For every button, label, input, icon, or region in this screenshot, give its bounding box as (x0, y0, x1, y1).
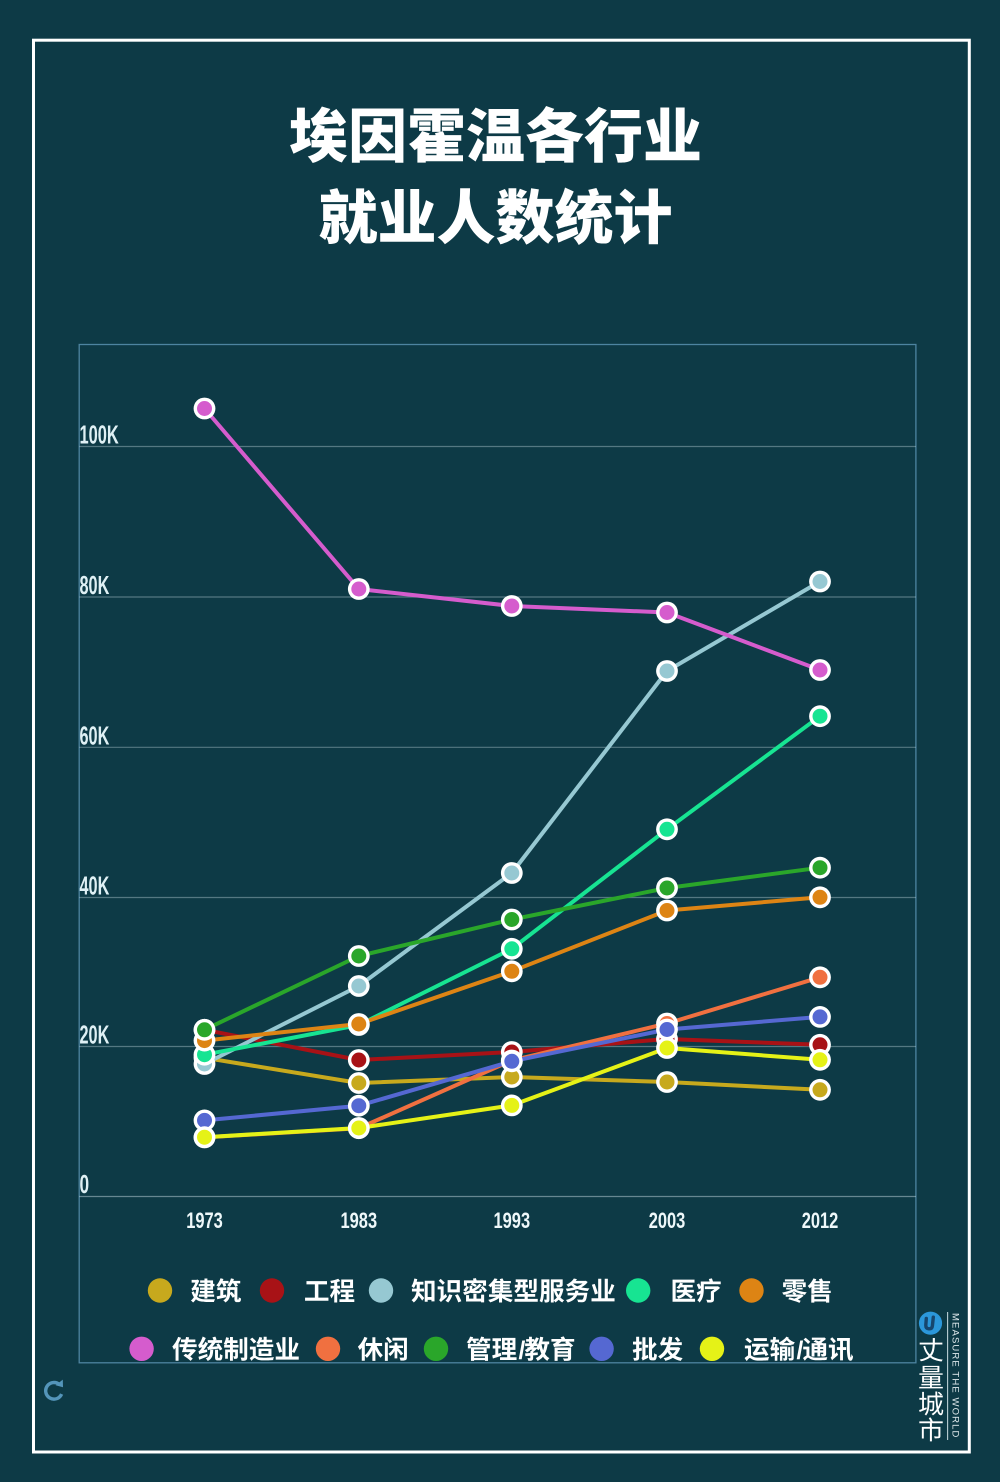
svg-text:2012: 2012 (802, 1208, 839, 1233)
svg-text:1983: 1983 (341, 1208, 378, 1233)
svg-text:20K: 20K (80, 1020, 110, 1050)
svg-text:40K: 40K (80, 871, 110, 901)
svg-text:1973: 1973 (186, 1208, 223, 1233)
svg-text:0: 0 (80, 1169, 90, 1199)
svg-text:MEASURE THE WORLD: MEASURE THE WORLD (950, 1313, 961, 1439)
svg-text:/: / (797, 1338, 804, 1365)
svg-text:1993: 1993 (494, 1208, 531, 1233)
svg-text:100K: 100K (80, 420, 119, 450)
svg-text:60K: 60K (80, 720, 110, 750)
svg-text:80K: 80K (80, 570, 110, 600)
svg-text:/: / (519, 1338, 526, 1365)
svg-text:2003: 2003 (649, 1208, 686, 1233)
